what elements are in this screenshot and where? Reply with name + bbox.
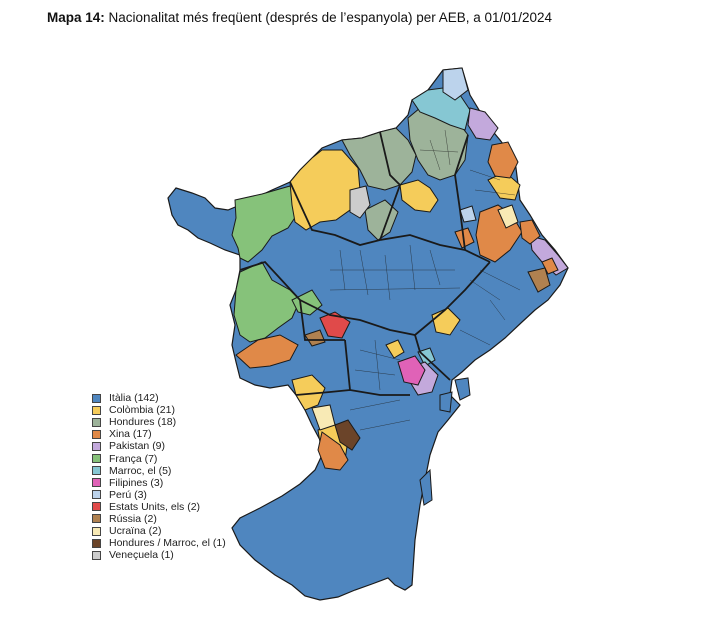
legend-swatch (92, 466, 101, 476)
map-title: Mapa 14: Nacionalitat més freqüent (desp… (47, 10, 552, 25)
legend-label: Veneçuela (1) (109, 549, 174, 562)
legend-item: Colòmbia (21) (92, 404, 226, 416)
legend-swatch (92, 514, 101, 524)
legend-swatch (92, 393, 101, 403)
legend-item: Xina (17) (92, 428, 226, 440)
aeb-borders (329, 129, 521, 431)
area-xina-north (487, 141, 519, 179)
legend-label: Hondures / Marroc, el (1) (109, 537, 226, 550)
legend-swatch (92, 478, 101, 488)
map-title-prefix: Mapa 14: (47, 10, 105, 25)
legend-label: Hondures (18) (109, 416, 177, 429)
legend-item: Veneçuela (1) (92, 549, 226, 561)
area-peru-small (459, 205, 477, 223)
map-legend: Itàlia (142) Colòmbia (21) Hondures (18) Xi… (92, 392, 226, 561)
legend-label: Ucraïna (2) (109, 525, 162, 538)
district-borders (239, 131, 491, 396)
legend-swatch (92, 550, 101, 560)
area-pakistan-east (529, 235, 569, 276)
area-franca-southwest (233, 261, 301, 343)
legend-item: Pakistan (9) (92, 440, 226, 452)
area-xina-south (317, 431, 349, 471)
legend-swatch (92, 538, 101, 548)
legend-swatch (92, 526, 101, 536)
legend-item: Estats Units, els (2) (92, 501, 226, 513)
legend-label: Pakistan (9) (109, 440, 166, 453)
area-xina-west (235, 334, 299, 369)
map-title-text: Nacionalitat més freqüent (després de l’… (108, 10, 553, 25)
legend-swatch (92, 441, 101, 451)
area-colombia-small (385, 339, 405, 359)
legend-label: Marroc, el (5) (109, 464, 172, 477)
area-xina-east2 (519, 219, 541, 245)
area-veneçuela (349, 185, 371, 219)
legend-label: Itàlia (142) (109, 392, 159, 405)
legend-label: Xina (17) (109, 428, 152, 441)
legend-item: Rússia (2) (92, 513, 226, 525)
area-colombia-north (399, 179, 439, 213)
legend-swatch (92, 502, 101, 512)
legend-swatch (92, 429, 101, 439)
area-pakistan-north (467, 107, 499, 141)
area-russia-west (304, 329, 326, 347)
legend-label: Colòmbia (21) (109, 404, 175, 417)
area-hondures-marroc (334, 419, 361, 451)
area-ucraina-east (497, 204, 519, 229)
area-estats-units (319, 311, 351, 339)
area-xina-center (454, 227, 475, 249)
legend-swatch (92, 454, 101, 464)
legend-label: Filipines (3) (109, 476, 164, 489)
legend-item: Perú (3) (92, 489, 226, 501)
legend-swatch (92, 490, 101, 500)
legend-label: Perú (3) (109, 488, 147, 501)
legend-swatch (92, 405, 101, 415)
legend-item: França (7) (92, 452, 226, 465)
legend-item: Itàlia (142) (92, 392, 226, 404)
legend-item: Hondures / Marroc, el (1) (92, 537, 226, 549)
legend-label: França (7) (109, 452, 158, 465)
area-filipines (397, 355, 426, 386)
legend-swatch (92, 417, 101, 427)
legend-item: Ucraïna (2) (92, 525, 226, 537)
legend-label: Rússia (2) (109, 512, 157, 525)
port-piers (419, 377, 471, 506)
area-hondures-center (364, 199, 399, 241)
legend-item: Marroc, el (5) (92, 465, 226, 477)
legend-item: Filipines (3) (92, 477, 226, 489)
legend-label: Estats Units, els (2) (109, 500, 201, 513)
area-russia-east (527, 267, 551, 293)
legend-item: Hondures (18) (92, 416, 226, 428)
area-peru-north (442, 67, 469, 101)
